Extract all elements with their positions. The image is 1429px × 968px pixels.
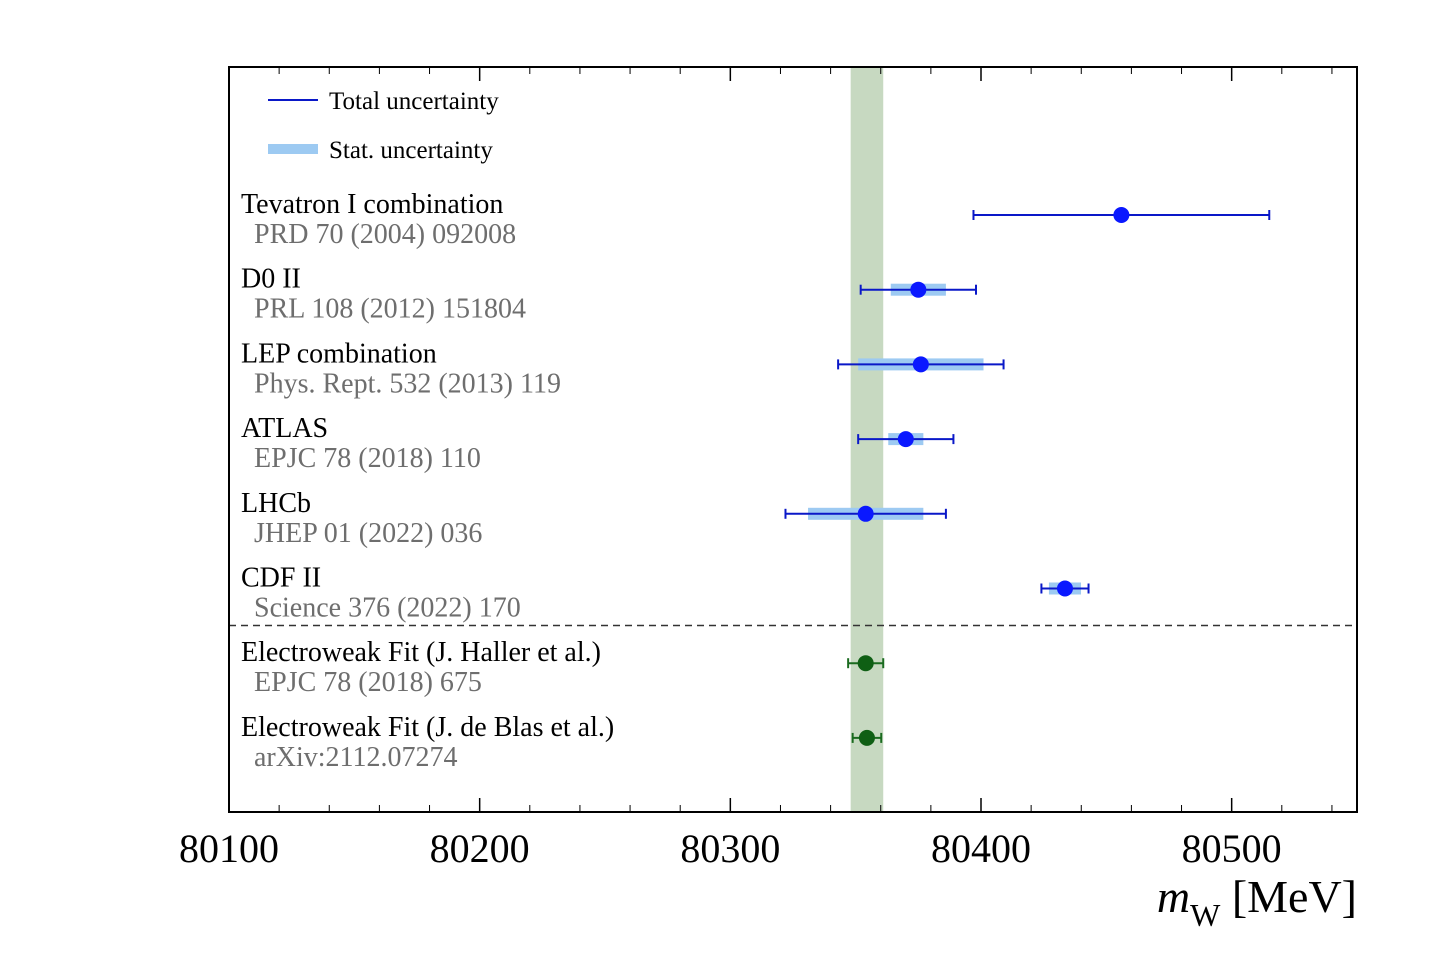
measurement-reference: EPJC 78 (2018) 110 bbox=[254, 443, 481, 474]
x-axis-label: mW [MeV] bbox=[1157, 871, 1357, 933]
x-tick-label: 80300 bbox=[680, 826, 780, 871]
measurement-name: CDF II bbox=[241, 563, 321, 594]
measurement-reference: JHEP 01 (2022) 036 bbox=[254, 518, 482, 549]
measurement-reference: Science 376 (2022) 170 bbox=[254, 593, 521, 624]
central-value-marker bbox=[858, 729, 875, 746]
central-value-marker bbox=[910, 281, 927, 298]
central-value-marker bbox=[1056, 580, 1073, 597]
measurement-name: Electroweak Fit (J. de Blas et al.) bbox=[241, 712, 614, 743]
x-axis-label-subscript: W bbox=[1190, 897, 1221, 933]
legend-band-symbol bbox=[268, 144, 318, 154]
central-value-marker bbox=[912, 356, 929, 373]
measurement-reference: Phys. Rept. 532 (2013) 119 bbox=[254, 368, 561, 399]
measurement-name: Tevatron I combination bbox=[241, 189, 503, 220]
central-value-marker bbox=[897, 431, 914, 448]
measurement-name: Electroweak Fit (J. Haller et al.) bbox=[241, 637, 601, 668]
legend: Total uncertainty Stat. uncertainty bbox=[268, 88, 499, 164]
central-value-marker bbox=[857, 655, 874, 672]
x-tick-label: 80500 bbox=[1182, 826, 1282, 871]
x-axis-label-variable: m bbox=[1157, 871, 1190, 922]
measurement-reference: PRD 70 (2004) 092008 bbox=[254, 219, 516, 250]
legend-label: Total uncertainty bbox=[329, 88, 499, 115]
error-bars-layer bbox=[784, 207, 1271, 746]
central-value-marker bbox=[1113, 207, 1130, 223]
plot-frame bbox=[228, 66, 1358, 813]
central-value-marker bbox=[857, 505, 874, 522]
x-axis-label-unit: [MeV] bbox=[1220, 871, 1357, 922]
x-tick-label: 80100 bbox=[179, 826, 279, 871]
measurement-reference: EPJC 78 (2018) 675 bbox=[254, 667, 482, 698]
measurement-reference: PRL 108 (2012) 151804 bbox=[254, 294, 526, 325]
measurement-name: LHCb bbox=[241, 488, 311, 519]
x-tick-label: 80200 bbox=[430, 826, 530, 871]
measurement-name: LEP combination bbox=[241, 338, 437, 369]
x-tick-label: 80400 bbox=[931, 826, 1031, 871]
measurement-name: D0 II bbox=[241, 264, 301, 295]
legend-label: Stat. uncertainty bbox=[329, 137, 493, 164]
measurement-reference: arXiv:2112.07274 bbox=[254, 742, 458, 773]
measurement-name: ATLAS bbox=[241, 413, 328, 444]
